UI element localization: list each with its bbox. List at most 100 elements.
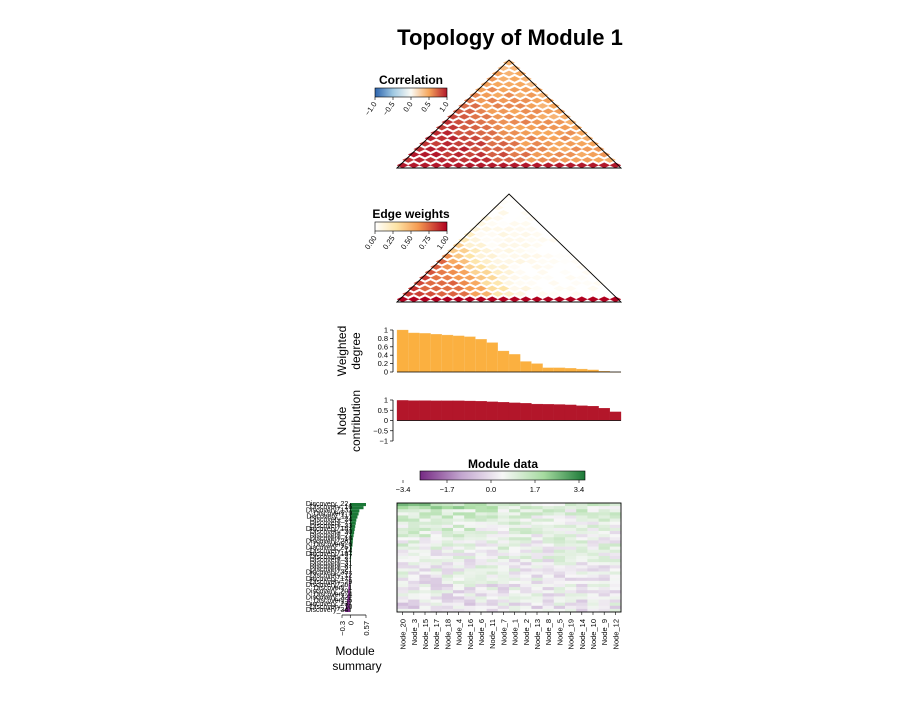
bar	[520, 403, 531, 420]
triangle-cell	[576, 275, 587, 280]
heatmap-cell	[475, 506, 487, 509]
heatmap-cell	[397, 568, 409, 571]
heatmap-cell	[431, 547, 443, 550]
heatmap-cell	[576, 572, 588, 575]
triangle-cell	[531, 87, 542, 92]
heatmap-cell	[453, 578, 465, 581]
triangle-cell	[543, 152, 554, 157]
bar	[419, 401, 430, 421]
heatmap-cell	[487, 606, 499, 609]
heatmap-cell	[576, 575, 588, 578]
heatmap-cell	[576, 553, 588, 556]
heatmap-cell	[464, 568, 476, 571]
heatmap-cell	[599, 559, 611, 562]
triangle-cell	[537, 157, 548, 162]
heatmap-cell	[543, 553, 555, 556]
heatmap-cell	[576, 593, 588, 596]
heatmap-cell	[599, 578, 611, 581]
correlation-legend-bar	[375, 88, 447, 97]
triangle-cell	[526, 125, 537, 130]
heatmap-cell	[520, 568, 532, 571]
heatmap-cell	[610, 509, 622, 512]
heatmap-cell	[419, 528, 431, 531]
heatmap-cell	[408, 600, 420, 603]
triangle-cell	[543, 119, 554, 124]
heatmap-cell	[431, 593, 443, 596]
heatmap-cell	[565, 587, 577, 590]
heatmap-cell	[487, 593, 499, 596]
triangle-cell	[593, 280, 604, 285]
triangle-cell	[475, 109, 486, 114]
node-label: Node_8	[544, 619, 553, 645]
heatmap-cell	[531, 506, 543, 509]
heatmap-cell	[487, 537, 499, 540]
triangle-cell	[526, 216, 537, 221]
triangle-cell	[492, 157, 503, 162]
triangle-cell	[559, 114, 570, 119]
heatmap-cell	[576, 547, 588, 550]
heatmap-cell	[543, 547, 555, 550]
triangle-cell	[442, 286, 453, 291]
heatmap-cell	[419, 559, 431, 562]
triangle-cell	[487, 141, 498, 146]
heatmap-cell	[543, 603, 555, 606]
heatmap-cell	[419, 578, 431, 581]
heatmap-cell	[576, 519, 588, 522]
heatmap-cell	[475, 543, 487, 546]
heatmap-cell	[475, 572, 487, 575]
heatmap-cell	[599, 590, 611, 593]
heatmap-cell	[554, 525, 566, 528]
triangle-cell	[459, 291, 470, 296]
heatmap-cell	[531, 606, 543, 609]
triangle-cell	[503, 157, 514, 162]
heatmap-cell	[576, 587, 588, 590]
heatmap-cell	[419, 568, 431, 571]
triangle-cell	[475, 163, 486, 168]
triangle-cell	[408, 152, 419, 157]
heatmap-cell	[397, 525, 409, 528]
heatmap-cell	[543, 537, 555, 540]
heatmap-cell	[554, 553, 566, 556]
triangle-cell	[464, 275, 475, 280]
heatmap-cell	[464, 512, 476, 515]
legend-tick-label: 0.50	[399, 234, 415, 251]
triangle-cell	[475, 243, 486, 248]
triangle-cell	[526, 226, 537, 231]
heatmap-cell	[487, 519, 499, 522]
triangle-cell	[425, 136, 436, 141]
triangle-cell	[475, 253, 486, 258]
triangle-cell	[419, 163, 430, 168]
triangle-cell	[470, 248, 481, 253]
heatmap-cell	[554, 596, 566, 599]
triangle-cell	[442, 253, 453, 258]
triangle-cell	[509, 76, 520, 81]
heatmap-cell	[543, 587, 555, 590]
heatmap-cell	[520, 581, 532, 584]
bar	[397, 330, 408, 372]
heatmap-cell	[520, 565, 532, 568]
triangle-cell	[565, 163, 576, 168]
heatmap-cell	[554, 515, 566, 518]
heatmap-cell	[565, 575, 577, 578]
heatmap-cell	[419, 503, 431, 506]
heatmap-cell	[464, 572, 476, 575]
triangle-cell	[475, 130, 486, 135]
triangle-cell	[431, 264, 442, 269]
heatmap-cell	[442, 519, 454, 522]
heatmap-cell	[531, 603, 543, 606]
heatmap-cell	[543, 556, 555, 559]
heatmap-cell	[408, 581, 420, 584]
bar	[408, 401, 419, 421]
heatmap-cell	[587, 572, 599, 575]
triangle-cell	[543, 232, 554, 237]
bar	[431, 401, 442, 421]
weighted-degree-ylabel-line1: Weighted	[335, 326, 349, 376]
heatmap-cell	[520, 606, 532, 609]
node-label: Node_17	[432, 619, 441, 649]
triangle-cell	[543, 243, 554, 248]
triangle-cell	[459, 103, 470, 108]
triangle-cell	[537, 114, 548, 119]
heatmap-cell	[475, 525, 487, 528]
heatmap-cell	[509, 581, 521, 584]
heatmap-cell	[531, 596, 543, 599]
